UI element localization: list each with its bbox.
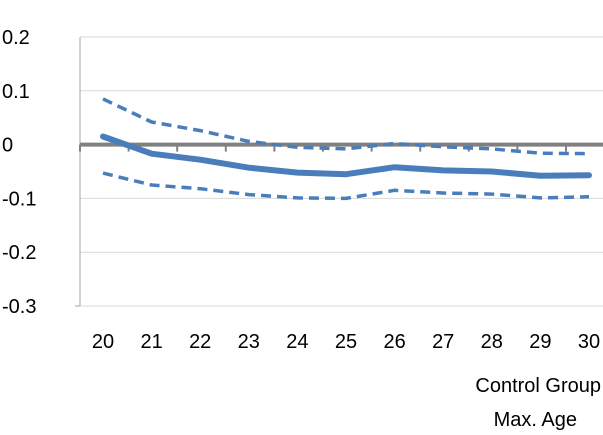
y-tick-label: -0.1 <box>2 188 36 210</box>
series-line-estimate <box>100 133 592 179</box>
x-tick-label: 30 <box>578 331 600 353</box>
y-tick-label: 0.2 <box>2 27 30 49</box>
x-tick-labels: 20 21 22 23 24 25 26 27 28 29 30 <box>92 331 600 353</box>
x-axis-label-line-2: Max. Age <box>494 409 577 430</box>
y-tick-label: -0.3 <box>2 296 36 318</box>
x-tick-label: 28 <box>481 331 503 353</box>
y-tick-label: -0.2 <box>2 242 36 264</box>
x-tick-label: 25 <box>335 331 357 353</box>
x-tick-label: 20 <box>92 331 114 353</box>
y-tick-label: 0.1 <box>2 81 30 103</box>
x-tick-label: 27 <box>432 331 454 353</box>
x-tick-label: 26 <box>383 331 405 353</box>
y-tick-labels: 0.2 0.1 0 -0.1 -0.2 -0.3 <box>2 27 36 318</box>
x-tick-label: 29 <box>529 331 551 353</box>
x-tick-label: 22 <box>189 331 211 353</box>
x-tick-label: 21 <box>140 331 162 353</box>
series-layer <box>100 97 592 201</box>
series-line-bound-1 <box>102 97 590 156</box>
y-tick-label: 0 <box>2 135 13 157</box>
series-line-bound-2 <box>102 171 590 201</box>
x-tick-label: 24 <box>286 331 308 353</box>
x-tick-label: 23 <box>238 331 260 353</box>
x-axis-label-line-1: Control Group <box>475 375 601 397</box>
